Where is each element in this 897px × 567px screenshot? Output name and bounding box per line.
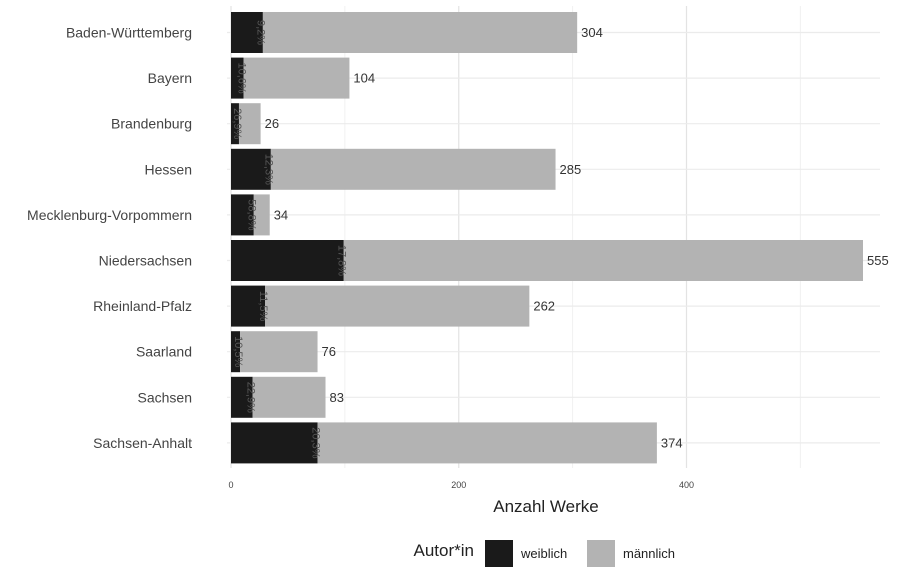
bar-weiblich [231,376,253,418]
total-label: 285 [560,162,582,177]
bar-weiblich [231,148,271,190]
bar-maennlich [253,194,270,236]
bar-maennlich [270,148,556,190]
bar-weiblich [231,422,318,464]
percent-label: 9,2% [255,20,267,45]
bar-maennlich [265,285,530,327]
bar-group-brandenburg: 26,9% 26 [231,103,279,145]
percent-label: 58,8% [246,199,258,230]
percent-label: 20,3% [309,427,321,458]
bar-weiblich [231,12,263,53]
percent-label: 12,3% [263,154,275,185]
percent-label: 22,9% [244,382,256,413]
category-label: Saarland [136,344,192,360]
bar-weiblich [231,103,239,145]
bar-maennlich [262,12,578,53]
total-label: 83 [330,390,344,405]
total-label: 262 [533,299,555,314]
total-label: 304 [581,25,603,40]
bar-weiblich [231,285,266,327]
bar-group-sachsen: 22,9% 83 [231,376,344,418]
category-label: Brandenburg [111,116,192,132]
legend-swatch [485,540,513,567]
legend-title: Autor*in [414,541,474,560]
bar-maennlich [238,103,261,145]
bar-group-bayern: 10,6% 104 [231,57,375,99]
category-label: Sachsen-Anhalt [93,435,192,451]
bar-maennlich [240,331,318,373]
category-label: Hessen [145,161,192,177]
legend-swatch [587,540,615,567]
category-label: Sachsen [138,389,192,405]
total-label: 34 [274,207,288,222]
percent-label: 11,5% [257,291,269,322]
bar-maennlich [252,376,326,418]
bar-weiblich [231,331,241,373]
total-label: 104 [353,71,375,86]
bar-group-baden-wurttemberg: 9,2% 304 [231,12,603,53]
x-axis-title: Anzahl Werke [493,497,599,516]
bar-group-saarland: 10,5% 76 [231,331,336,373]
bar-group-rheinland-pfalz: 11,5% 262 [231,285,555,327]
bar-weiblich [231,240,344,281]
legend-label: weiblich [520,546,567,561]
category-labels: Baden-Württemberg Bayern Brandenburg Hessen… [27,25,192,451]
legend: Autor*in weiblich männlich [414,540,675,567]
total-label: 374 [661,435,683,450]
bar-maennlich [317,422,657,464]
percent-label: 10,6% [235,62,247,93]
x-axis-ticks: 0 200 400 [228,480,694,490]
legend-item-weiblich: weiblich [485,540,567,567]
total-label: 26 [265,116,279,131]
percent-label: 17,8% [336,245,348,276]
bar-group-sachsen-anhalt: 20,3% 374 [231,422,683,464]
total-label: 555 [867,253,889,268]
bar-group-hessen: 12,3% 285 [231,148,582,190]
category-label: Mecklenburg-Vorpommern [27,207,192,223]
category-label: Niedersachsen [99,253,192,269]
bar-group-niedersachsen: 17,8% 555 [231,240,889,281]
legend-item-mannlich: männlich [587,540,675,567]
x-tick-label: 0 [228,480,233,490]
bar-group-mecklenburg-vorpommern: 58,8% 34 [231,194,288,236]
total-label: 76 [322,344,336,359]
x-tick-label: 400 [679,480,694,490]
category-label: Baden-Württemberg [66,25,192,41]
legend-label: männlich [623,546,675,561]
bar-maennlich [243,57,350,99]
percent-label: 10,5% [232,336,244,367]
bar-weiblich [231,57,244,99]
category-label: Rheinland-Pfalz [93,298,192,314]
bar-maennlich [343,240,864,281]
bar-weiblich [231,194,254,236]
x-tick-label: 200 [451,480,466,490]
category-label: Bayern [148,70,192,86]
bars: 9,2% 304 10,6% 104 26,9% 26 12,3% 285 58,8% 34 17,… [231,12,889,464]
percent-label: 26,9% [231,108,243,139]
